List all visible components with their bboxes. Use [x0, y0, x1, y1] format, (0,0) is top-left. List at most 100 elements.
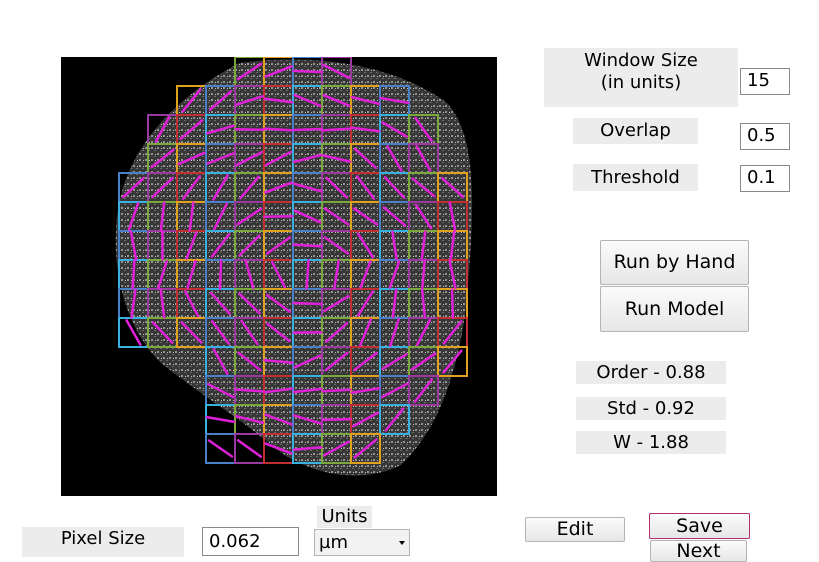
orientation-vector	[263, 97, 294, 104]
orientation-vector	[292, 414, 323, 425]
orientation-vector	[180, 321, 203, 344]
overlap-label: Overlap	[573, 118, 698, 144]
threshold-input[interactable]: 0.1	[740, 165, 790, 192]
orientation-vector	[391, 230, 398, 261]
pixel-size-label: Pixel Size	[22, 527, 184, 557]
orientation-vector	[205, 124, 236, 135]
orientation-vector	[379, 96, 410, 105]
orientation-vector	[421, 259, 426, 290]
orientation-vector	[150, 148, 175, 169]
run-by-hand-button[interactable]: Run by Hand	[600, 240, 749, 285]
orientation-vector	[130, 288, 137, 319]
orientation-vector	[208, 90, 233, 111]
orientation-vector	[350, 386, 381, 395]
pixel-size-input[interactable]: 0.062	[202, 527, 299, 556]
orientation-vector	[383, 176, 406, 199]
orientation-vector	[380, 382, 409, 399]
orientation-vector	[415, 145, 432, 172]
orientation-vector	[350, 95, 381, 106]
window-size-label-line2: (in units)	[600, 72, 682, 93]
orientation-vector	[263, 387, 294, 394]
orientation-vector	[353, 147, 378, 170]
orientation-vector	[244, 259, 255, 290]
chevron-down-icon	[399, 541, 405, 545]
orientation-vector	[154, 115, 171, 144]
overlap-input[interactable]: 0.5	[740, 123, 790, 150]
orientation-vector	[413, 378, 434, 403]
orientation-vector	[239, 175, 260, 200]
orientation-vector	[183, 289, 200, 318]
orientation-vector	[212, 174, 229, 201]
orientation-vector	[159, 288, 166, 319]
window-size-input[interactable]: 15	[740, 68, 790, 95]
next-button[interactable]: Next	[650, 540, 747, 562]
orientation-vector	[321, 127, 352, 132]
orientation-vector	[359, 260, 372, 289]
std-result: Std - 0.92	[576, 397, 726, 420]
orientation-vector	[357, 290, 374, 317]
orientation-vector	[179, 119, 204, 140]
w-result: W - 1.88	[576, 431, 726, 454]
orientation-vector	[129, 230, 138, 261]
orientation-vector	[386, 145, 403, 172]
orientation-vector	[236, 439, 263, 458]
orientation-vector	[265, 236, 292, 255]
orientation-vector	[381, 121, 408, 138]
orientation-vector	[131, 259, 136, 290]
orientation-vector	[292, 153, 323, 164]
orientation-vector	[234, 388, 265, 393]
orientation-vector	[185, 231, 198, 260]
orientation-vector	[293, 354, 322, 369]
orientation-vector	[207, 439, 234, 458]
orientation-vector	[440, 176, 465, 199]
orientation-vector	[292, 127, 323, 132]
orientation-vector	[388, 260, 401, 289]
orientation-vector	[411, 177, 436, 198]
orientation-vector	[322, 64, 351, 79]
orientation-vector	[293, 93, 322, 108]
edit-button[interactable]: Edit	[525, 517, 625, 542]
orientation-vector	[236, 207, 263, 226]
orientation-vector	[353, 438, 378, 459]
analysis-window	[408, 375, 439, 406]
orientation-vector	[151, 176, 174, 199]
orientation-vector	[321, 388, 352, 393]
orientation-image-panel	[61, 56, 497, 496]
orientation-vector	[151, 321, 174, 344]
orientation-vector	[324, 321, 349, 344]
orientation-vector	[333, 259, 340, 290]
save-button[interactable]: Save	[649, 513, 750, 539]
units-select[interactable]: µm	[314, 529, 410, 556]
orientation-vector	[205, 415, 236, 424]
orientation-vector	[206, 382, 235, 399]
orientation-vector	[293, 209, 322, 224]
orientation-vector	[420, 230, 427, 261]
orientation-vector	[264, 413, 293, 426]
orientation-vector	[218, 259, 223, 290]
orientation-vector	[389, 317, 400, 348]
analysis-window	[379, 404, 410, 435]
orientation-vector	[353, 351, 378, 372]
orientation-vector	[125, 319, 142, 346]
units-selected-value: µm	[319, 532, 348, 553]
orientation-vector	[415, 318, 432, 347]
orientation-vector	[351, 411, 380, 428]
orientation-vector	[159, 201, 166, 232]
orientation-vector	[321, 417, 352, 422]
orientation-vector	[449, 230, 456, 261]
orientation-vector	[238, 292, 261, 315]
orientation-vector	[414, 203, 433, 230]
orientation-vector	[384, 407, 405, 432]
orientation-vector	[265, 294, 292, 313]
run-model-button[interactable]: Run Model	[600, 286, 749, 332]
orientation-vector	[450, 288, 455, 319]
orientation-vector	[235, 150, 264, 167]
orientation-vector	[305, 259, 310, 290]
orientation-vector	[323, 440, 350, 457]
orientation-vector	[292, 445, 323, 452]
analysis-window	[437, 346, 468, 377]
orientation-vector	[206, 152, 235, 165]
orientation-vector	[181, 88, 202, 113]
orientation-vector	[410, 352, 437, 371]
orientation-vector	[157, 259, 168, 290]
